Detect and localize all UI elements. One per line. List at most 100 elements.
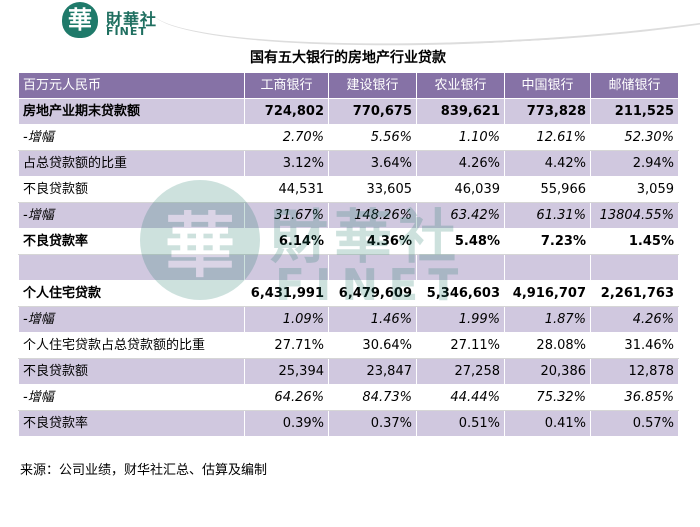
row-label: 不良贷款率 [18, 410, 245, 437]
loan-table: 百万元人民币 工商银行 建设银行 农业银行 中国银行 邮储银行 房地产业期末贷款… [18, 72, 679, 437]
cell: 3,059 [590, 176, 679, 203]
table-row: 个人住宅贷款占总贷款额的比重 27.71% 30.64% 27.11% 28.0… [18, 332, 679, 359]
cell: 61.31% [504, 202, 591, 229]
cell: 3.64% [328, 150, 417, 177]
cell: 4.26% [590, 306, 679, 333]
row-label: -增幅 [18, 384, 245, 411]
cell: 0.41% [504, 410, 591, 437]
cell: 773,828 [504, 98, 591, 125]
table-row: 房地产业期末贷款额 724,802 770,675 839,621 773,82… [18, 98, 679, 125]
cell: 27.11% [416, 332, 505, 359]
table-row: 个人住宅贷款 6,431,991 6,479,609 5,346,603 4,9… [18, 280, 679, 307]
cell: 33,605 [328, 176, 417, 203]
spacer-cell [590, 254, 679, 281]
cell: 4,916,707 [504, 280, 591, 307]
cell: 724,802 [244, 98, 329, 125]
row-label: -增幅 [18, 202, 245, 229]
cell: 4.26% [416, 150, 505, 177]
row-label: -增幅 [18, 306, 245, 333]
cell: 52.30% [590, 124, 679, 151]
cell: 20,386 [504, 358, 591, 385]
cell: 12,878 [590, 358, 679, 385]
row-label: -增幅 [18, 124, 245, 151]
cell: 75.32% [504, 384, 591, 411]
cell: 46,039 [416, 176, 505, 203]
table-row: 不良贷款额 44,531 33,605 46,039 55,966 3,059 [18, 176, 679, 203]
cell: 6,431,991 [244, 280, 329, 307]
cell: 1.87% [504, 306, 591, 333]
cell: 0.39% [244, 410, 329, 437]
header-abc: 农业银行 [416, 72, 505, 99]
cell: 55,966 [504, 176, 591, 203]
table-row: 不良贷款率 0.39% 0.37% 0.51% 0.41% 0.57% [18, 410, 679, 437]
source-footnote: 来源：公司业绩，财华社汇总、估算及编制 [20, 463, 268, 478]
cell: 12.61% [504, 124, 591, 151]
cell: 44,531 [244, 176, 329, 203]
cell: 31.67% [244, 202, 329, 229]
header-psbc: 邮储银行 [590, 72, 679, 99]
table-title: 国有五大银行的房地产行业贷款 [250, 50, 446, 66]
cell: 23,847 [328, 358, 417, 385]
cell: 28.08% [504, 332, 591, 359]
cell: 1.99% [416, 306, 505, 333]
finet-logo-icon: 華 [62, 2, 98, 38]
cell: 1.09% [244, 306, 329, 333]
cell: 84.73% [328, 384, 417, 411]
spacer-cell [328, 254, 417, 281]
cell: 211,525 [590, 98, 679, 125]
cell: 7.23% [504, 228, 591, 255]
cell: 770,675 [328, 98, 417, 125]
spacer-cell [504, 254, 591, 281]
cell: 3.12% [244, 150, 329, 177]
cell: 2,261,763 [590, 280, 679, 307]
cell: 2.70% [244, 124, 329, 151]
table-row: 不良贷款率 6.14% 4.36% 5.48% 7.23% 1.45% [18, 228, 679, 255]
cell: 27.71% [244, 332, 329, 359]
table-header-row: 百万元人民币 工商银行 建设银行 农业银行 中国银行 邮储银行 [18, 72, 679, 99]
spacer-cell [416, 254, 505, 281]
cell: 1.45% [590, 228, 679, 255]
logo-chinese-name: 財華社 [106, 10, 158, 29]
header: 華 財華社 FINET [0, 0, 700, 61]
row-label: 不良贷款额 [18, 176, 245, 203]
cell: 4.42% [504, 150, 591, 177]
cell: 839,621 [416, 98, 505, 125]
logo-char: 華 [68, 6, 92, 34]
row-label: 个人住宅贷款 [18, 280, 245, 307]
row-label: 房地产业期末贷款额 [18, 98, 245, 125]
cell: 6.14% [244, 228, 329, 255]
spacer-cell [18, 254, 245, 281]
spacer-row [18, 254, 679, 281]
cell: 5.56% [328, 124, 417, 151]
table-row: -增幅 31.67% 148.26% 63.42% 61.31% 13804.5… [18, 202, 679, 229]
logo-english-name: FINET [106, 25, 147, 38]
cell: 4.36% [328, 228, 417, 255]
header-unit: 百万元人民币 [18, 72, 245, 99]
cell: 0.51% [416, 410, 505, 437]
cell: 1.46% [328, 306, 417, 333]
cell: 6,479,609 [328, 280, 417, 307]
cell: 5,346,603 [416, 280, 505, 307]
cell: 2.94% [590, 150, 679, 177]
cell: 44.44% [416, 384, 505, 411]
cell: 63.42% [416, 202, 505, 229]
spacer-cell [244, 254, 329, 281]
cell: 30.64% [328, 332, 417, 359]
cell: 25,394 [244, 358, 329, 385]
cell: 5.48% [416, 228, 505, 255]
cell: 1.10% [416, 124, 505, 151]
table-row: -增幅 2.70% 5.56% 1.10% 12.61% 52.30% [18, 124, 679, 151]
row-label: 不良贷款额 [18, 358, 245, 385]
header-boc: 中国银行 [504, 72, 591, 99]
table-row: 不良贷款额 25,394 23,847 27,258 20,386 12,878 [18, 358, 679, 385]
cell: 13804.55% [590, 202, 679, 229]
header-ccb: 建设银行 [328, 72, 417, 99]
row-label: 个人住宅贷款占总贷款额的比重 [18, 332, 245, 359]
cell: 36.85% [590, 384, 679, 411]
row-label: 不良贷款率 [18, 228, 245, 255]
table-row: 占总贷款额的比重 3.12% 3.64% 4.26% 4.42% 2.94% [18, 150, 679, 177]
cell: 0.37% [328, 410, 417, 437]
table-row: -增幅 64.26% 84.73% 44.44% 75.32% 36.85% [18, 384, 679, 411]
cell: 64.26% [244, 384, 329, 411]
row-label: 占总贷款额的比重 [18, 150, 245, 177]
